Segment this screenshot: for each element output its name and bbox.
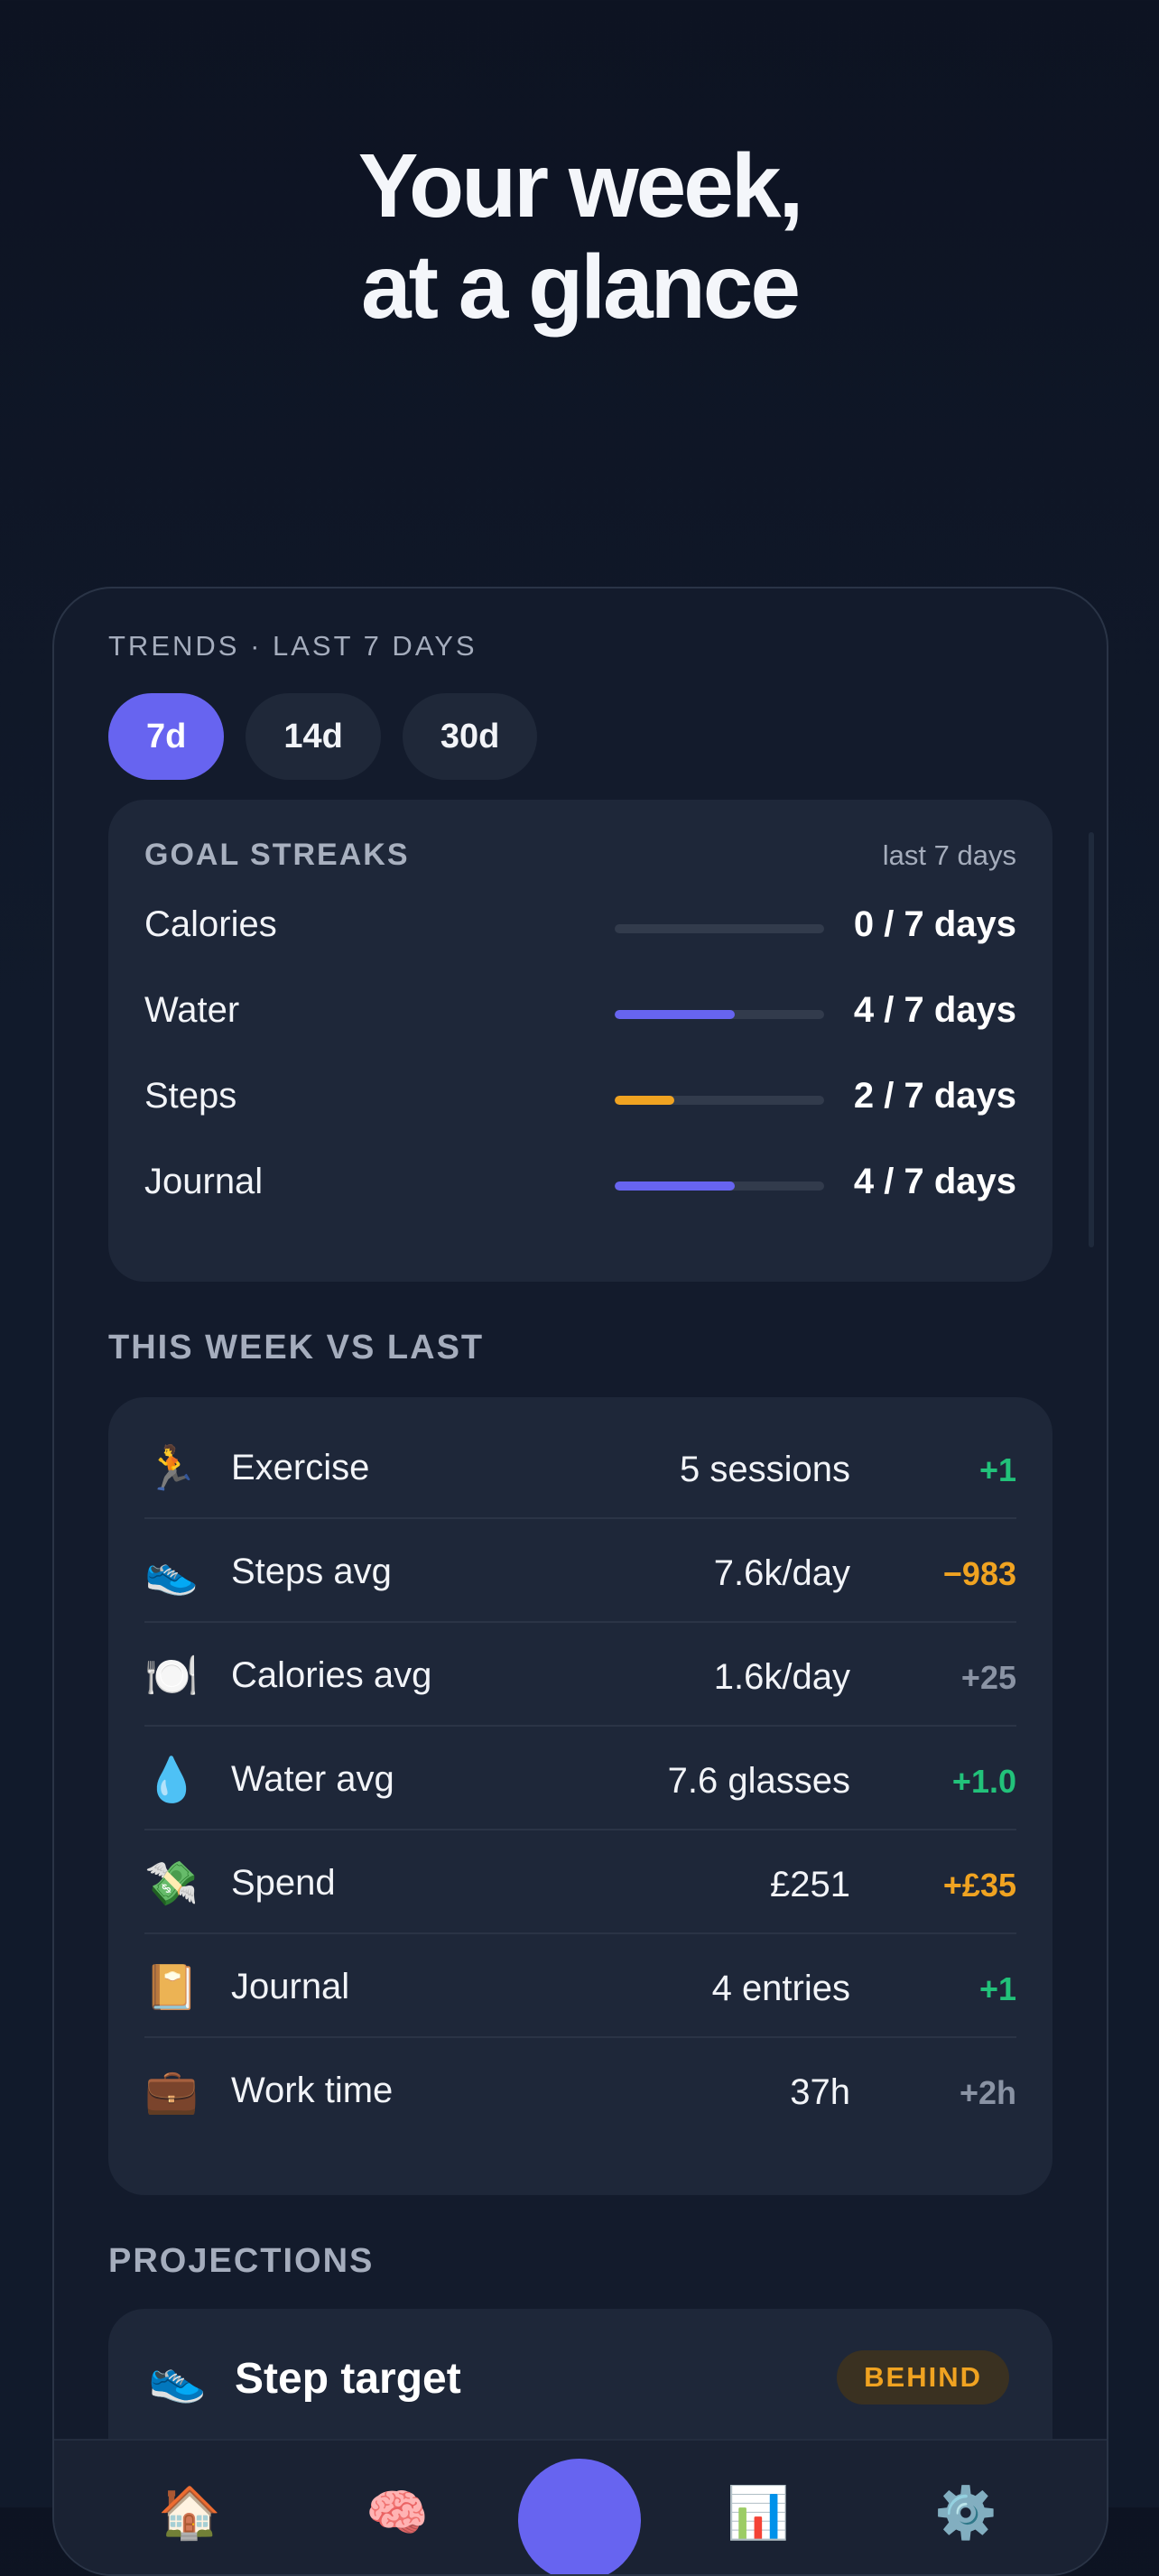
range-pill-7d[interactable]: 7d (108, 693, 225, 780)
streak-row-steps: Steps 2 / 7 days (144, 1070, 1016, 1125)
streak-value: 0 / 7 days (853, 904, 1016, 944)
headline-line-1: Your week, (357, 135, 804, 236)
comparison-value: 4 entries (711, 1969, 850, 2008)
row-divider (144, 1725, 1016, 1727)
bottom-tab-bar: 🏠 🧠 📊 ⚙️ (54, 2439, 1107, 2574)
add-button[interactable] (518, 2459, 641, 2574)
comparison-row-calories[interactable]: 🍽️ Calories avg 1.6k/day +25 (144, 1623, 1016, 1727)
streak-progress-bar (615, 1010, 824, 1019)
comparison-value: 7.6k/day (713, 1553, 850, 1593)
briefcase-icon: 💼 (144, 2068, 199, 2116)
comparison-label: Work time (231, 2071, 394, 2110)
streak-name: Water (144, 990, 240, 1030)
gear-icon[interactable]: ⚙️ (934, 2484, 997, 2541)
headline-line-2: at a glance (361, 236, 801, 338)
comparison-label: Calories avg (231, 1655, 432, 1695)
comparison-label: Exercise (231, 1448, 370, 1487)
brain-icon[interactable]: 🧠 (366, 2484, 429, 2541)
row-divider (144, 1517, 1016, 1519)
streak-value: 4 / 7 days (853, 990, 1016, 1030)
hero-headline: Your week, at a glance (0, 135, 1159, 338)
streak-name: Steps (144, 1076, 237, 1116)
chart-icon[interactable]: 📊 (727, 2484, 790, 2541)
streak-progress-fill (615, 1010, 735, 1019)
streak-name: Calories (144, 904, 277, 944)
money-wings-icon: 💸 (144, 1860, 199, 1908)
week-vs-last-heading: THIS WEEK VS LAST (108, 1329, 485, 1367)
comparison-delta: +25 (960, 1659, 1016, 1696)
comparison-delta: +2h (959, 2074, 1016, 2111)
comparison-row-steps[interactable]: 👟 Steps avg 7.6k/day −983 (144, 1519, 1016, 1623)
comparison-delta: +1 (978, 1970, 1016, 2007)
comparison-value: 5 sessions (680, 1450, 850, 1489)
streak-progress-fill (615, 1181, 735, 1191)
range-selector: 7d 14d 30d (108, 693, 538, 780)
comparison-label: Water avg (231, 1759, 394, 1799)
week-vs-last-card: 🏃 Exercise 5 sessions +1 👟 Steps avg 7.6… (108, 1397, 1052, 2195)
comparison-delta: +£35 (942, 1867, 1016, 1904)
streak-value: 4 / 7 days (853, 1162, 1016, 1201)
comparison-value: 37h (790, 2072, 850, 2112)
sneaker-icon: 👟 (148, 2352, 207, 2405)
streak-row-water: Water 4 / 7 days (144, 985, 1016, 1039)
comparison-delta: +1 (978, 1451, 1016, 1488)
goal-streaks-card: GOAL STREAKS last 7 days Calories 0 / 7 … (108, 800, 1052, 1282)
row-divider (144, 2036, 1016, 2038)
comparison-row-spend[interactable]: 💸 Spend £251 +£35 (144, 1830, 1016, 1934)
screen-caption: TRENDS · LAST 7 DAYS (108, 630, 478, 662)
home-icon[interactable]: 🏠 (158, 2484, 221, 2541)
comparison-value: 7.6 glasses (667, 1761, 850, 1801)
projection-title: Step target (235, 2355, 461, 2403)
scrollbar[interactable] (1089, 832, 1094, 1247)
phone-screen: TRENDS · LAST 7 DAYS 7d 14d 30d GOAL STR… (52, 587, 1108, 2576)
goal-streaks-title: GOAL STREAKS (144, 838, 410, 872)
comparison-row-exercise[interactable]: 🏃 Exercise 5 sessions +1 (144, 1415, 1016, 1519)
notebook-icon: 📔 (144, 1964, 199, 2012)
streak-row-calories: Calories 0 / 7 days (144, 899, 1016, 953)
streak-progress-bar (615, 924, 824, 933)
comparison-value: £251 (770, 1865, 850, 1904)
row-divider (144, 1829, 1016, 1830)
streak-name: Journal (144, 1162, 264, 1201)
projections-heading: PROJECTIONS (108, 2242, 375, 2280)
comparison-label: Journal (231, 1967, 350, 2006)
streak-progress-fill (615, 1096, 675, 1105)
row-divider (144, 1932, 1016, 1934)
comparison-row-journal[interactable]: 📔 Journal 4 entries +1 (144, 1934, 1016, 2038)
comparison-row-water[interactable]: 💧 Water avg 7.6 glasses +1.0 (144, 1727, 1016, 1830)
runner-icon: 🏃 (144, 1445, 199, 1493)
plate-icon: 🍽️ (144, 1653, 199, 1700)
sneaker-icon: 👟 (144, 1549, 199, 1597)
comparison-row-work-time[interactable]: 💼 Work time 37h +2h (144, 2038, 1016, 2142)
goal-streaks-range: last 7 days (882, 839, 1016, 871)
range-pill-30d[interactable]: 30d (402, 693, 538, 780)
comparison-label: Spend (231, 1863, 336, 1903)
streak-row-journal: Journal 4 / 7 days (144, 1156, 1016, 1210)
streak-progress-bar (615, 1181, 824, 1191)
comparison-value: 1.6k/day (713, 1657, 850, 1697)
comparison-label: Steps avg (231, 1552, 392, 1591)
comparison-delta: +1.0 (951, 1763, 1016, 1800)
comparison-delta: −983 (942, 1555, 1016, 1592)
row-divider (144, 1621, 1016, 1623)
streak-progress-bar (615, 1096, 824, 1105)
streak-value: 2 / 7 days (853, 1076, 1016, 1116)
status-badge: BEHIND (837, 2350, 1009, 2405)
droplet-icon: 💧 (144, 1756, 199, 1804)
range-pill-14d[interactable]: 14d (246, 693, 381, 780)
